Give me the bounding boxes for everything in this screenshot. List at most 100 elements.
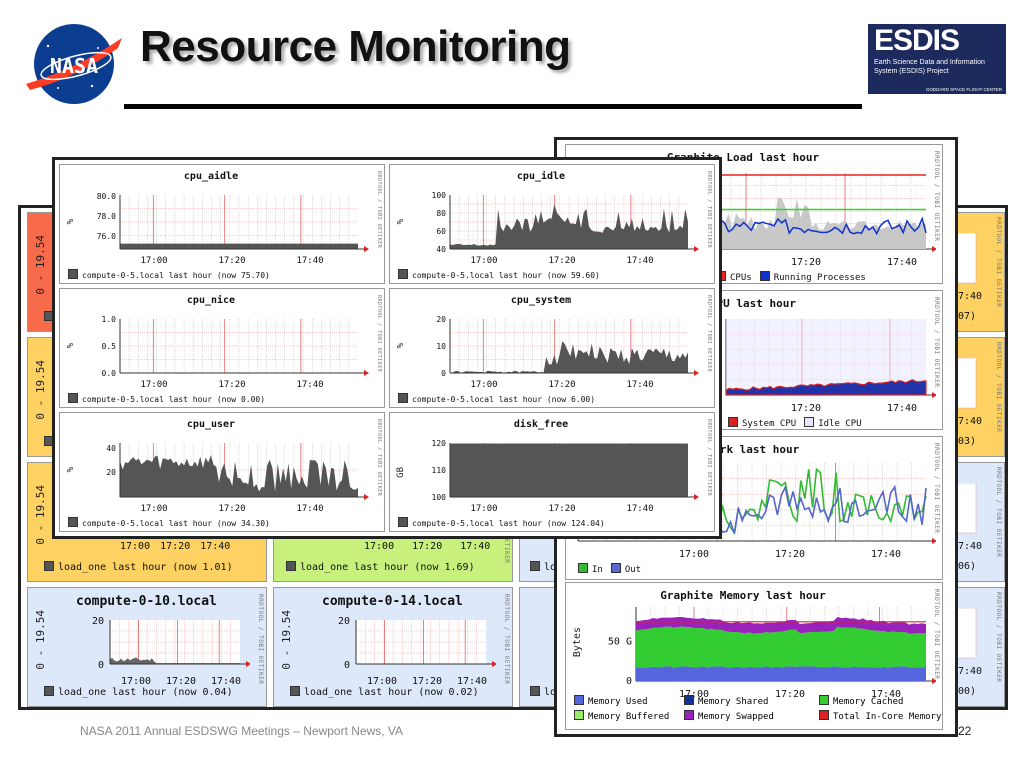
nasa-logo: NASA [18,18,126,108]
legend-label: Running Processes [773,273,866,283]
time-tick: 17:40 [211,676,241,687]
rrd-credit: RRDTOOL / TOBI OETIKER [933,297,940,388]
time-tick: 17:20 [412,541,443,552]
time-tick: 17:00 [470,380,497,390]
legend-item: Memory Cached [819,695,937,707]
time-tick: 17:40 [296,504,323,514]
graphite-memory-panel[interactable]: Graphite Memory last hour RRDTOOL / TOBI … [565,582,943,730]
time-tick: 17:20 [548,504,575,514]
esdis-logo-title: ESDIS [874,24,960,57]
legend-swatch [398,269,408,279]
node-metrics-window: cpu_aidle RRDTOOL / TOBI OETIKER% 80.0 78.0… [52,157,722,539]
graphite-memory-chart: 50 G 0 17:00 17:20 17:40 [608,607,936,700]
legend-label: Memory Used [588,697,648,707]
y-tick: 20 [436,315,446,324]
y-tick: 20 [106,468,116,477]
title-rule [124,104,862,109]
cluster-node-panel[interactable]: 7:40 07) RRDTOOL / TOBI OETIKER [955,212,1005,332]
y-tick: 120 [432,439,447,448]
system-cpu-area [725,379,927,396]
panel-footer: lo [530,561,556,573]
mini-plot [956,358,977,409]
axis-arrow [932,246,936,252]
time-tick: 17:20 [166,676,196,687]
time-tick: 17:40 [460,541,491,552]
y-range-label: 0 - 19.54 [34,610,47,670]
footer-text: load_one last hour (now 1.01) [58,562,233,573]
cpu_user-plot-area [120,455,358,497]
time-tick: 17:00 [140,380,167,390]
axis-arrow [246,661,250,667]
rrd-credit: RRDTOOL / TOBI OETIKER [503,594,510,685]
metric-panel-cpu_aidle[interactable]: cpu_aidle RRDTOOL / TOBI OETIKER% 80.0 78.0… [59,164,385,284]
metric-title: cpu_system [510,295,572,306]
footer-text: lo [544,687,557,698]
time-tick: 7:40 [958,541,983,552]
cpu_system-plot-area [450,341,688,373]
legend-swatch [684,695,694,705]
time-tick: 17:20 [791,403,821,411]
panel-footer: load_one last hour (now 1.01) [44,561,233,573]
time-tick: 17:20 [775,549,805,560]
legend-label: In [592,565,603,575]
nasa-logo-text: NASA [50,54,98,78]
legend-swatch [610,563,621,573]
time-tick: 17:40 [626,256,653,266]
cpu_aidle-plot-area [120,243,358,249]
rrd-credit: RRDTOOL / TOBI OETIKER [995,467,1002,558]
cpu_system-plot [449,319,699,376]
cpu_idle-plot [449,195,699,252]
time-tick: 17:00 [470,256,497,266]
legend-swatch [728,417,738,427]
host-name[interactable]: compute-0-14.local [322,594,463,609]
time-tick: 17:00 [364,541,395,552]
host-name[interactable]: compute-0-10.local [76,594,217,609]
load-plot-area [110,657,240,664]
time-tick: 17:40 [296,256,323,266]
y-tick: 78.0 [97,212,116,221]
cluster-node-panel[interactable]: 7:40 00) RRDTOOL / TOBI OETIKER [955,587,1005,707]
legend-swatch [819,695,829,705]
metric-panel-cpu_nice[interactable]: cpu_nice RRDTOOL / TOBI OETIKER% 1.0 0.5 0.0… [59,288,385,408]
time-tick: 17:20 [412,676,442,687]
legend-label: Total In-Core Memory [833,712,942,722]
axis-arrow [694,246,699,252]
legend-swatch [530,561,540,571]
panel-footer: lo [530,686,556,698]
axis-arrow [694,370,699,376]
rrd-credit: RRDTOOL / TOBI OETIKER [933,443,940,534]
metric-panel-disk_free[interactable]: disk_free RRDTOOL / TOBI OETIKER GB 120 110 1… [389,412,715,532]
y-range-label: 0 - 19.54 [34,485,47,545]
time-tick: 17:00 [470,504,497,514]
cluster-node-panel[interactable]: 7:40 06) RRDTOOL / TOBI OETIKER [955,462,1005,582]
panel-footer: load_one last hour (now 0.02) [290,686,479,698]
footer-text: compute-0-5.local last hour (now 0.00) [82,395,266,404]
axis-arrow [932,392,936,398]
time-tick: 17:40 [200,541,231,552]
cluster-node-panel[interactable]: 7:40 03) RRDTOOL / TOBI OETIKER [955,337,1005,457]
panel-footer: load_one last hour (now 1.69) [286,561,475,573]
mini-plot [956,608,977,659]
cluster-node-panel[interactable]: compute-0-14.local 0 - 19.54 RRDTOOL / TOB… [273,587,513,707]
rrd-credit: RRDTOOL / TOBI OETIKER [995,217,1002,308]
rrd-credit: RRDTOOL / TOBI OETIKER [376,295,382,373]
y-tick: 76.0 [97,232,116,241]
metric-panel-cpu_idle[interactable]: cpu_idle RRDTOOL / TOBI OETIKER% 100 80 60 40… [389,164,715,284]
metric-panel-cpu_system[interactable]: cpu_system RRDTOOL / TOBI OETIKER% 20 10 0 17… [389,288,715,408]
metric-footer: compute-0-5.local last hour (now 59.60) [398,269,600,280]
y-tick: 0 [98,660,104,671]
metric-chart: 120 110 100 17:00 17:20 17:40 [432,439,699,514]
legend-swatch [819,710,829,720]
time-tick: 17:40 [871,689,901,700]
disk_free-plot-area [450,443,688,497]
legend-label: Memory Buffered [588,712,670,722]
memory-layer [636,666,926,681]
time-tick: 17:00 [679,689,709,700]
cluster-node-panel[interactable]: compute-0-10.local 0 - 19.54 RRDTOOL / TOB… [27,587,267,707]
y-tick: 110 [432,466,447,475]
y-tick: 20 [338,616,350,627]
legend-item: Memory Used [574,695,684,707]
time-tick: 7:40 [958,291,983,302]
time-tick: 17:40 [887,257,917,265]
metric-panel-cpu_user[interactable]: cpu_user RRDTOOL / TOBI OETIKER% 40 20 17:00… [59,412,385,532]
